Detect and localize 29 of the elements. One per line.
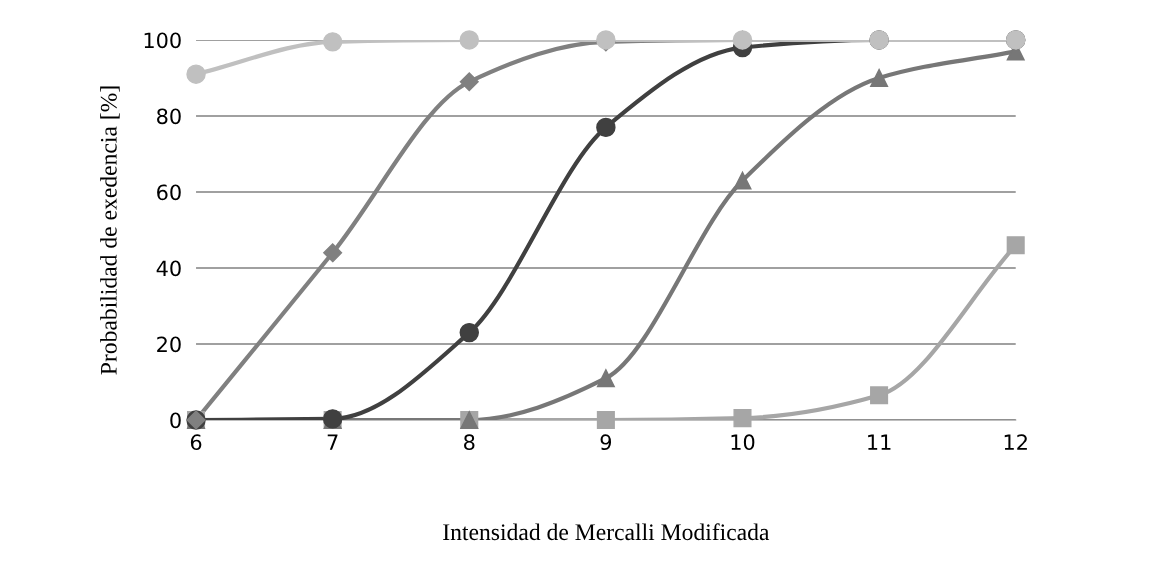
y-axis-title: Probabilidad de exedencia [%]	[100, 86, 120, 375]
point	[870, 386, 889, 405]
point	[459, 322, 479, 343]
y-tick-label: 40	[156, 260, 181, 277]
point	[733, 171, 752, 190]
x-tick-label: 9	[600, 434, 612, 451]
x-tick-label: 11	[868, 434, 891, 450]
point	[1006, 236, 1025, 255]
y-tick-label: 60	[157, 184, 181, 201]
point	[596, 117, 616, 138]
point	[323, 243, 343, 263]
point	[733, 409, 752, 428]
y-tick-label: 100	[144, 32, 181, 49]
point	[322, 32, 343, 52]
point	[459, 30, 479, 50]
y-tick-label: 0	[170, 412, 181, 429]
point	[596, 410, 615, 430]
point	[186, 64, 206, 84]
x-tick-label: 7	[327, 434, 338, 450]
x-tick-label: 10	[731, 434, 755, 451]
y-tick-label: 80	[157, 108, 181, 125]
x-tick-label: 6	[190, 434, 202, 451]
x-tick-label: 12	[1004, 434, 1027, 450]
point	[870, 68, 889, 88]
point	[596, 369, 615, 388]
y-tick-label: 20	[157, 336, 181, 353]
point	[459, 72, 479, 92]
x-axis-title: Intensidad de Mercalli Modificada	[443, 523, 770, 541]
x-tick-label: 8	[464, 434, 475, 451]
